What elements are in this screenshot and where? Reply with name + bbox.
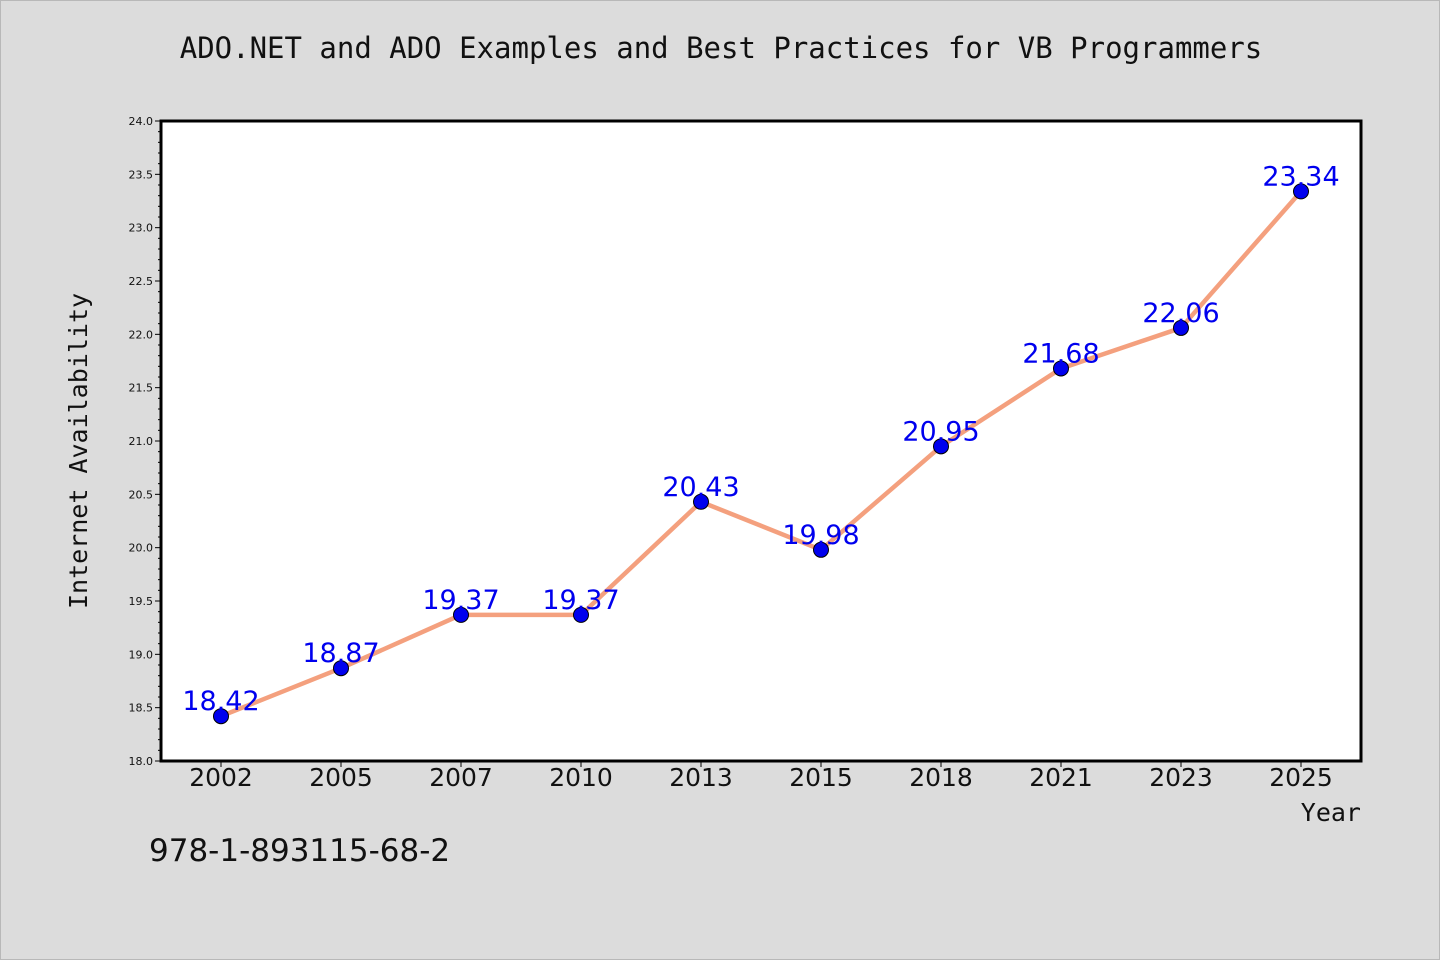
- x-tick-label: 2021: [1029, 763, 1093, 792]
- x-tick-label: 2018: [909, 763, 973, 792]
- data-point: [573, 606, 589, 623]
- data-point: [693, 493, 709, 510]
- y-tick-label: 21.0: [129, 435, 154, 448]
- x-tick-label: 2025: [1269, 763, 1333, 792]
- y-axis: 18.0 18.5 19.0 19.5 20.0 20.5 21.0 21.5 22.0 22.5…: [129, 115, 161, 768]
- data-label: 20.95: [902, 416, 979, 447]
- data-label: 23.34: [1262, 161, 1339, 192]
- data-label: 22.06: [1142, 298, 1219, 329]
- y-tick-label: 22.5: [129, 275, 154, 288]
- series-line: [218, 189, 1304, 719]
- plot-frame: [159, 119, 1363, 763]
- y-tick-label: 24.0: [129, 115, 154, 128]
- data-point: [1173, 319, 1189, 336]
- y-tick-label: 22.0: [129, 328, 154, 341]
- data-point: [1053, 360, 1069, 377]
- y-tick-label: 20.0: [129, 542, 154, 555]
- x-tick-label: 2010: [549, 763, 613, 792]
- x-tick-label: 2013: [669, 763, 733, 792]
- y-tick-label: 20.5: [129, 488, 154, 501]
- data-point: [213, 708, 229, 725]
- x-tick-label: 2005: [309, 763, 373, 792]
- data-point: [933, 438, 949, 455]
- series-group: 18.42 18.87 19.37 19.37 20.43 19.98 20.95 21.68…: [182, 161, 1340, 725]
- isbn-text: 978-1-893115-68-2: [149, 833, 451, 869]
- data-point: [813, 541, 829, 558]
- x-tick-label: 2023: [1149, 763, 1213, 792]
- data-label: 19.37: [542, 585, 619, 616]
- y-tick-label: 23.0: [129, 222, 154, 235]
- data-label: 18.87: [302, 638, 379, 669]
- x-tick-label: 2015: [789, 763, 853, 792]
- data-label: 21.68: [1022, 338, 1099, 369]
- x-axis-title: Year: [1301, 798, 1361, 827]
- data-point: [1293, 183, 1309, 200]
- data-label: 20.43: [662, 472, 739, 503]
- chart-title: ADO.NET and ADO Examples and Best Practi…: [179, 31, 1263, 65]
- x-axis: 2002 2005 2007 2010 2013 2015 2018 2021 2023 2025: [189, 761, 1333, 792]
- data-label: 19.37: [422, 585, 499, 616]
- data-point: [333, 660, 349, 677]
- y-tick-label: 18.0: [129, 755, 154, 768]
- data-point: [453, 606, 469, 623]
- y-axis-title: Internet Availability: [64, 293, 93, 609]
- x-tick-label: 2002: [189, 763, 253, 792]
- plot-area: [161, 121, 1361, 761]
- y-tick-label: 21.5: [129, 382, 154, 395]
- y-tick-label: 19.5: [129, 595, 154, 608]
- y-tick-label: 23.5: [129, 168, 154, 181]
- x-tick-label: 2007: [429, 763, 493, 792]
- y-tick-label: 19.0: [129, 648, 154, 661]
- y-tick-label: 18.5: [129, 702, 154, 715]
- data-label: 18.42: [182, 686, 259, 717]
- data-label: 19.98: [782, 520, 859, 551]
